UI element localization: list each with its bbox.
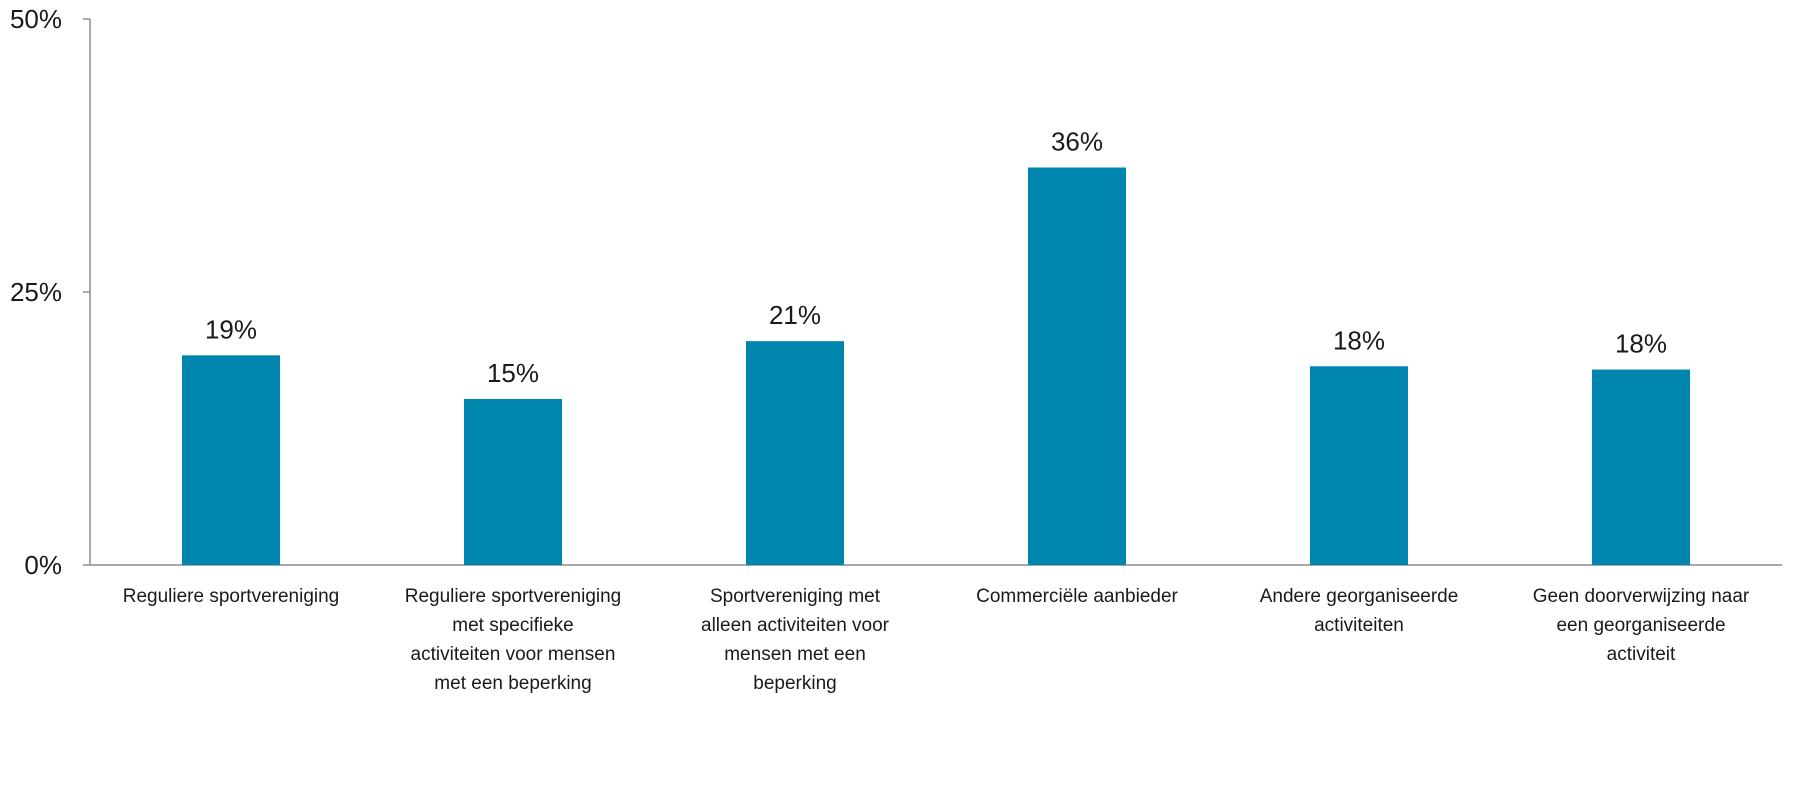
x-tick-label-line: activiteiten voor mensen (411, 644, 616, 665)
x-tick-label-line: Commerciële aanbieder (976, 586, 1178, 607)
category-labels: Reguliere sportvereniging Reguliere sport… (123, 586, 1750, 694)
bar (746, 341, 844, 565)
data-labels: 19% 15% 21% 36% 18% 18% (205, 127, 1667, 389)
bar-value-label: 18% (1333, 325, 1385, 355)
x-tick-label: Sportvereniging met alleen activiteiten v… (701, 586, 890, 694)
x-tick-label-line: Reguliere sportvereniging (123, 586, 340, 607)
x-tick-label: Andere georganiseerde activiteiten (1260, 586, 1459, 636)
x-tick-label-line: een georganiseerde (1556, 615, 1725, 636)
x-tick-label-line: met specifieke (452, 615, 573, 636)
bar (464, 399, 562, 565)
x-tick-label-line: Andere georganiseerde (1260, 586, 1459, 607)
y-tick-label: 50% (10, 4, 62, 34)
bar (1310, 366, 1408, 565)
bar (1592, 369, 1690, 565)
x-tick-label-line: Reguliere sportvereniging (405, 586, 622, 607)
x-tick-label-line: activiteiten (1314, 615, 1404, 636)
x-tick-label-line: Geen doorverwijzing naar (1533, 586, 1750, 607)
x-tick-label-line: Sportvereniging met (710, 586, 881, 607)
bar-value-label: 36% (1051, 127, 1103, 157)
y-tick-label: 0% (24, 550, 62, 580)
x-tick-label-line: mensen met een (724, 644, 866, 665)
x-tick-label: Reguliere sportvereniging (123, 586, 340, 607)
bar-value-label: 15% (487, 358, 539, 388)
x-tick-label-line: alleen activiteiten voor (701, 615, 890, 636)
bar (182, 355, 280, 565)
x-tick-label: Reguliere sportvereniging met specifieke a… (405, 586, 622, 694)
x-tick-label: Commerciële aanbieder (976, 586, 1178, 607)
x-tick-label: Geen doorverwijzing naar een georganiseer… (1533, 586, 1750, 665)
x-tick-label-line: activiteit (1607, 644, 1676, 665)
x-tick-label-line: beperking (753, 673, 836, 694)
bars (182, 167, 1690, 565)
bar-value-label: 18% (1615, 329, 1667, 359)
bar (1028, 167, 1126, 565)
x-tick-label-line: met een beperking (434, 673, 591, 694)
y-axis: 0% 25% 50% (10, 4, 91, 580)
bar-value-label: 21% (769, 300, 821, 330)
bar-value-label: 19% (205, 314, 257, 344)
y-tick-label: 25% (10, 277, 62, 307)
